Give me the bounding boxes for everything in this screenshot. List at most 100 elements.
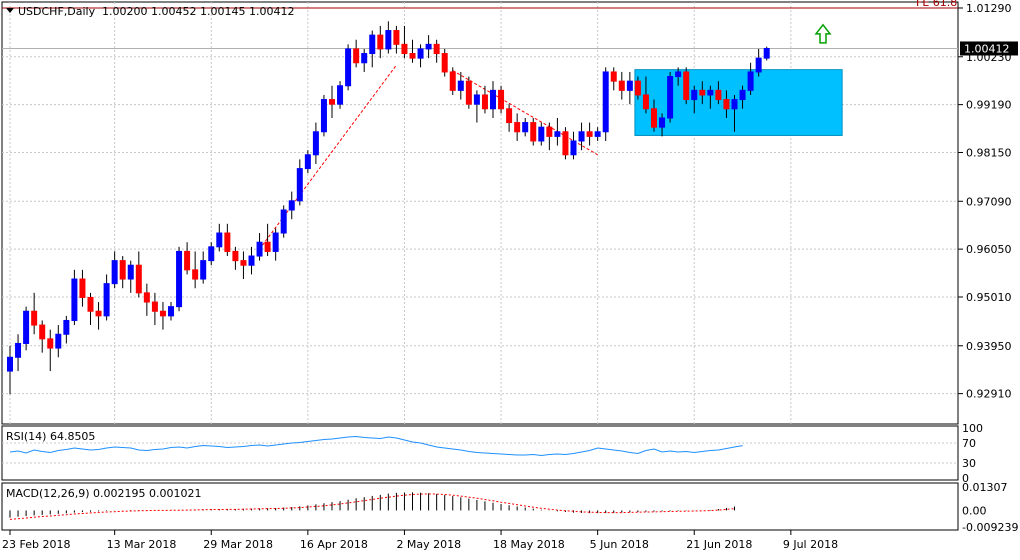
x-tick-label: 5 Jun 2018 [590, 538, 649, 551]
candle [425, 35, 432, 59]
candle [626, 71, 633, 105]
candle [578, 122, 585, 151]
candle [192, 251, 199, 289]
candle [594, 127, 601, 141]
candle [337, 81, 344, 109]
candle [538, 122, 545, 146]
candle [296, 159, 303, 206]
candle [168, 302, 174, 321]
y-tick-label: 1.01290 [966, 2, 1012, 15]
candle [329, 85, 335, 118]
candle [586, 122, 593, 146]
candle [264, 223, 271, 257]
macd-signal-line [9, 493, 735, 520]
candle [256, 233, 263, 261]
candle [490, 81, 496, 118]
candle [377, 25, 384, 59]
candle [417, 44, 424, 68]
candle [610, 67, 617, 91]
y-tick-label: 0.96050 [966, 243, 1012, 256]
x-tick-label: 29 Mar 2018 [203, 538, 273, 551]
candle [667, 71, 674, 123]
rsi-line [9, 435, 743, 457]
candle [103, 274, 110, 321]
candle [449, 67, 456, 95]
y-tick-label: 0.97090 [966, 195, 1012, 208]
trendline[interactable] [452, 70, 598, 156]
candle [345, 44, 352, 91]
candle [135, 251, 142, 298]
candle [506, 104, 513, 132]
candle [71, 269, 78, 326]
candle [473, 90, 480, 123]
candle [272, 228, 279, 261]
x-axis: 23 Feb 2018 13 Mar 2018 29 Mar 2018 16 Apr … [2, 530, 838, 551]
candle [47, 329, 54, 372]
candle [232, 246, 239, 270]
price-panel: 1.012901.002300.991900.981500.970900.960… [1, 0, 1018, 425]
candle [119, 256, 126, 289]
x-tick-label: 18 May 2018 [493, 538, 565, 551]
candle [691, 85, 698, 114]
candle [763, 46, 770, 61]
candle [675, 67, 682, 86]
candle [618, 71, 625, 100]
consolidation-rectangle[interactable] [634, 69, 843, 136]
rsi-panel: 100 70 30 0 RSI(14) 64.8505 [1, 422, 983, 485]
candle [683, 67, 690, 105]
candle [409, 39, 416, 63]
rsi-tick-label: 70 [962, 437, 976, 450]
candle [659, 113, 666, 137]
candle [369, 30, 376, 68]
candle [739, 85, 746, 109]
candle [151, 292, 158, 326]
candle [755, 48, 762, 77]
candle [353, 39, 360, 68]
trendline[interactable] [259, 64, 397, 250]
macd-tick-label: 0.00 [962, 504, 987, 517]
candle [23, 306, 30, 351]
chart-title: USDCHF,Daily [18, 5, 96, 18]
x-tick-label: 9 Jul 2018 [783, 538, 838, 551]
candle [715, 81, 722, 105]
y-tick-label: 0.98150 [966, 146, 1012, 159]
candle [79, 269, 86, 307]
candle [216, 223, 223, 252]
candle [522, 117, 529, 137]
rsi-tick-label: 100 [962, 422, 983, 435]
candle [95, 302, 102, 330]
candle [312, 122, 319, 164]
candle [63, 315, 70, 344]
candle [457, 71, 464, 100]
macd-tick-label: -0.009239 [962, 521, 1018, 534]
svg-text:1.00412: 1.00412 [964, 42, 1010, 55]
dropdown-triangle-icon[interactable] [6, 8, 14, 13]
candle [200, 251, 207, 284]
candle [304, 150, 311, 174]
candle [39, 320, 46, 353]
x-tick-label: 13 Mar 2018 [107, 538, 177, 551]
candle [208, 242, 215, 266]
candle [361, 48, 368, 72]
candle [530, 117, 537, 146]
candle [433, 39, 440, 63]
candle [401, 25, 408, 59]
candle [465, 76, 472, 109]
candle [554, 117, 561, 146]
candle [184, 242, 191, 275]
candle [111, 251, 118, 289]
rsi-tick-label: 0 [962, 472, 969, 485]
candle [546, 122, 553, 151]
rsi-title: RSI(14) 64.8505 [6, 430, 95, 443]
y-tick-label: 0.95010 [966, 291, 1012, 304]
x-tick-label: 21 Jun 2018 [686, 538, 752, 551]
candle [651, 99, 657, 132]
ohlc-values: 1.00200 1.00452 1.00145 1.00412 [102, 5, 294, 18]
candle [288, 191, 295, 220]
rsi-tick-label: 30 [962, 457, 976, 470]
candle [15, 334, 22, 372]
candle [143, 283, 150, 316]
last-price-tag: 1.00412 [960, 41, 1018, 56]
candle [176, 246, 183, 312]
